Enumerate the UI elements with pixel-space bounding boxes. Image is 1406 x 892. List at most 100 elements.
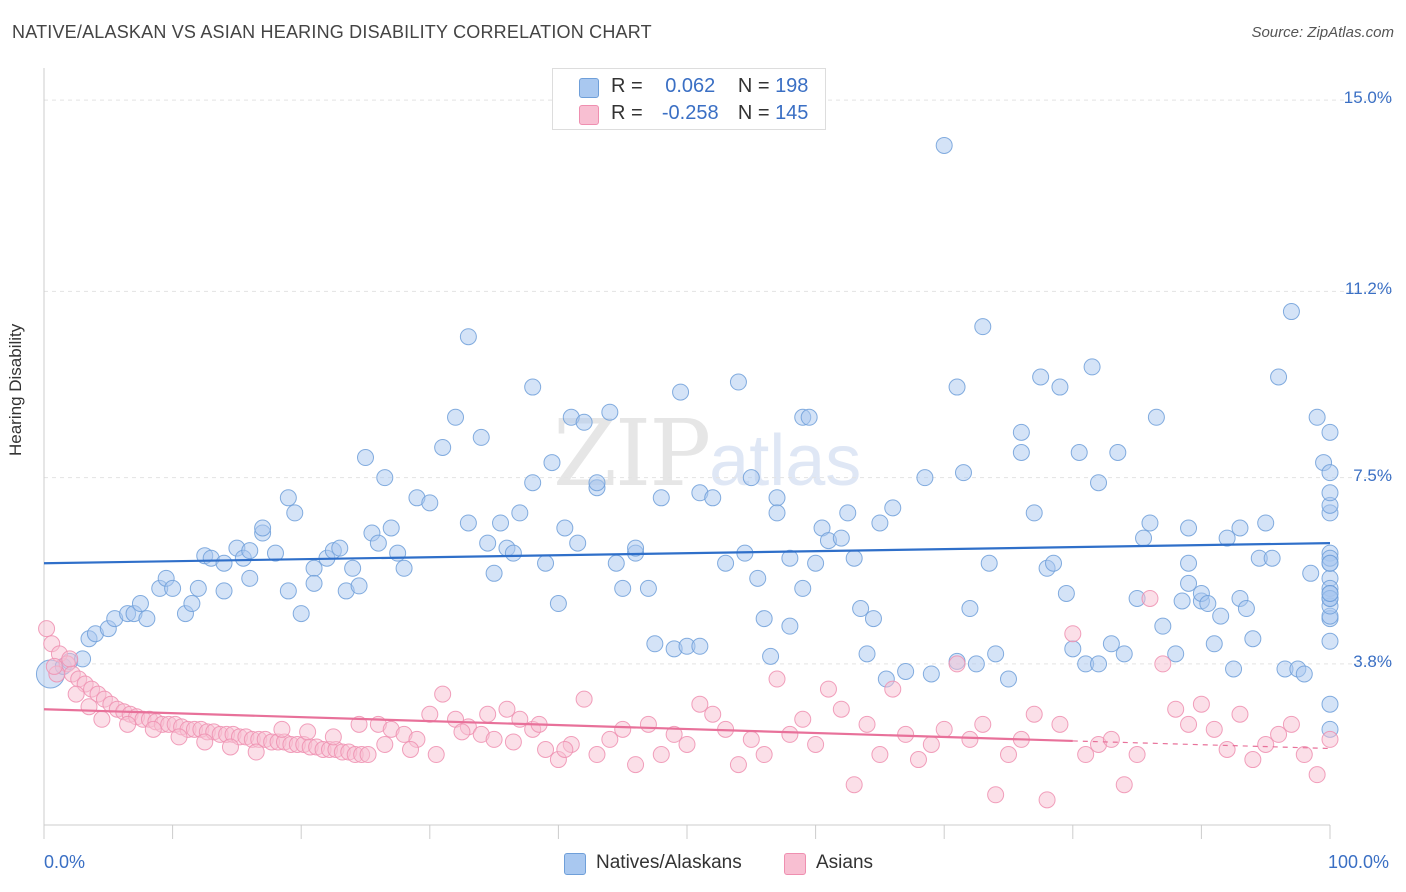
native-point (485, 564, 503, 582)
native-point (646, 635, 664, 653)
asian-point (935, 720, 953, 738)
asian-point (884, 680, 902, 698)
native-point (1225, 660, 1243, 678)
y-tick-label-2: 11.2% (1345, 279, 1392, 299)
native-point (1199, 595, 1217, 613)
asian-point (1051, 715, 1069, 733)
native-point (1032, 368, 1050, 386)
asian-point (376, 735, 394, 753)
asian-point (781, 725, 799, 743)
asian-point (588, 746, 606, 764)
native-point (350, 577, 368, 595)
native-point (864, 610, 882, 628)
native-point (614, 579, 632, 597)
native-point (768, 489, 786, 507)
native-point (138, 610, 156, 628)
n-value-asians: 145 (775, 102, 809, 124)
native-point (183, 595, 201, 613)
asian-point (948, 655, 966, 673)
r-label: R = (611, 102, 643, 124)
native-point (1083, 358, 1101, 376)
native-point (961, 600, 979, 618)
asian-point (402, 740, 420, 758)
native-point (897, 662, 915, 680)
asian-point (45, 657, 63, 675)
native-point (1237, 600, 1255, 618)
native-point (954, 464, 972, 482)
asian-point (537, 740, 555, 758)
native-point (1090, 474, 1108, 492)
native-point (164, 579, 182, 597)
asian-point (350, 715, 368, 733)
bottom-legend-swatch-asians (784, 853, 806, 875)
native-point (279, 489, 297, 507)
native-point (781, 617, 799, 635)
asian-point (691, 695, 709, 713)
native-point (357, 449, 374, 467)
native-point (241, 542, 259, 560)
native-point (1135, 529, 1153, 547)
y-tick-label-3: 15.0% (1343, 88, 1392, 108)
source-label: Source: ZipAtlas.com (1251, 24, 1394, 41)
asian-point (652, 746, 670, 764)
native-point (1051, 378, 1069, 396)
native-point (871, 514, 889, 532)
asian-point (247, 743, 265, 761)
r-value-natives: 0.062 (665, 75, 716, 97)
asian-point (485, 730, 503, 748)
asian-point (221, 738, 239, 756)
native-point (1090, 655, 1108, 673)
legend-swatch-asians (579, 105, 599, 125)
asian-point (453, 723, 471, 741)
y-tick-label-1: 7.5% (1353, 465, 1392, 485)
asian-point (742, 730, 760, 748)
asian-point (504, 733, 522, 751)
native-point (1321, 632, 1339, 650)
native-point (479, 534, 497, 552)
bottom-legend-label-natives: Natives/Alaskans (596, 852, 742, 873)
x-tick-max: 100.0% (1328, 852, 1390, 872)
asian-point (961, 730, 979, 748)
asian-point (614, 720, 632, 738)
watermark: ZIPatlas (553, 400, 861, 507)
native-point (215, 554, 233, 572)
native-point (279, 582, 297, 600)
asian-point (1180, 715, 1198, 733)
native-point (1321, 695, 1339, 713)
native-point (1173, 592, 1191, 610)
native-point (1295, 665, 1313, 683)
watermark-atlas: atlas (709, 421, 862, 501)
chart-title: NATIVE/ALASKAN VS ASIAN HEARING DISABILI… (12, 22, 652, 42)
native-point (1231, 519, 1249, 537)
native-point (1180, 554, 1198, 572)
native-point (1109, 444, 1127, 461)
native-point (987, 645, 1005, 663)
asian-trend-line (43, 708, 1073, 743)
legend-text-asians: R = -0.258 N = 145 (611, 102, 808, 125)
asian-point (755, 746, 773, 764)
native-point (376, 469, 394, 487)
native-point (781, 549, 799, 567)
asian-point (1115, 776, 1133, 794)
native-point (459, 328, 477, 346)
n-label: N = (737, 102, 770, 124)
asian-point (987, 786, 1005, 804)
asian-point (498, 700, 516, 718)
native-point (762, 647, 780, 665)
asian-point (324, 728, 342, 746)
native-point (1000, 670, 1017, 688)
native-point (1321, 423, 1339, 441)
asian-point (421, 705, 439, 723)
native-point (627, 539, 645, 557)
native-point (691, 637, 709, 655)
asian-point (1000, 746, 1017, 764)
asian-point (1205, 720, 1223, 738)
asian-point (1308, 766, 1326, 784)
native-point (472, 428, 490, 446)
native-point (511, 504, 529, 522)
native-point (447, 408, 465, 426)
native-point (974, 318, 992, 336)
native-point (1012, 423, 1030, 441)
native-point (1321, 464, 1339, 482)
native-point (832, 529, 850, 547)
